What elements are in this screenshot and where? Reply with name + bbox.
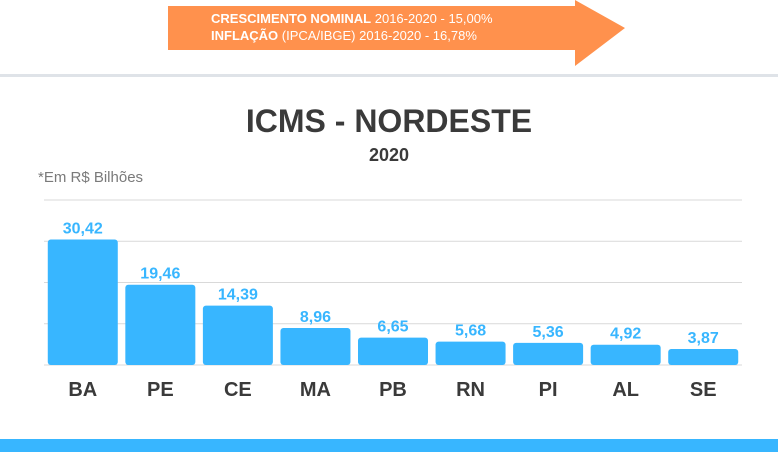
category-label-rn: RN: [456, 379, 485, 401]
bar-ma: [280, 328, 351, 365]
banner-line1-rest: 2016-2020 - 15,00%: [374, 11, 493, 26]
bar-al: [590, 344, 661, 365]
value-label-se: 3,87: [688, 330, 719, 347]
banner-line1-bold: CRESCIMENTO NOMINAL: [211, 11, 372, 26]
chart-title: ICMS - NORDESTE: [245, 103, 533, 139]
category-label-ma: MA: [300, 379, 331, 401]
banner-arrow: [168, 0, 625, 66]
category-label-se: SE: [690, 379, 717, 401]
value-label-ma: 8,96: [300, 309, 331, 326]
bar-se: [668, 349, 739, 365]
value-label-pi: 5,36: [533, 324, 564, 341]
footer-bar: [0, 439, 778, 452]
value-label-rn: 5,68: [455, 323, 486, 340]
unit-note: *Em R$ Bilhões: [38, 169, 144, 186]
bar-pe: [125, 284, 196, 365]
value-label-pe: 19,46: [140, 266, 180, 283]
bar-pi: [513, 342, 584, 365]
bar-pb: [358, 337, 428, 365]
bar-ba: [47, 239, 118, 365]
value-label-ce: 14,39: [218, 287, 258, 304]
category-label-pi: PI: [539, 379, 558, 401]
category-label-ba: BA: [68, 379, 97, 401]
chart-subtitle: 2020: [368, 145, 410, 165]
category-label-pb: PB: [379, 379, 407, 401]
bar-ce: [202, 305, 273, 365]
value-label-ba: 30,42: [63, 221, 103, 238]
bar-rn: [435, 341, 506, 365]
section-divider: [0, 74, 778, 77]
banner-line-nominal-growth: CRESCIMENTO NOMINAL 2016-2020 - 15,00%: [211, 11, 493, 26]
value-label-al: 4,92: [610, 326, 641, 343]
category-label-al: AL: [612, 379, 639, 401]
value-label-pb: 6,65: [377, 319, 408, 336]
category-label-pe: PE: [147, 379, 174, 401]
banner-line-inflation: INFLAÇÃO (IPCA/IBGE) 2016-2020 - 16,78%: [211, 28, 477, 43]
category-label-ce: CE: [224, 379, 252, 401]
bar-chart: 30,42 BA 19,46 PE 14,39 CE 8,96 MA 6,65 PB 5,68 RN 5…: [44, 199, 742, 401]
banner-line2-rest: (IPCA/IBGE) 2016-2020 - 16,78%: [281, 28, 477, 43]
banner-line2-bold: INFLAÇÃO: [211, 28, 279, 43]
